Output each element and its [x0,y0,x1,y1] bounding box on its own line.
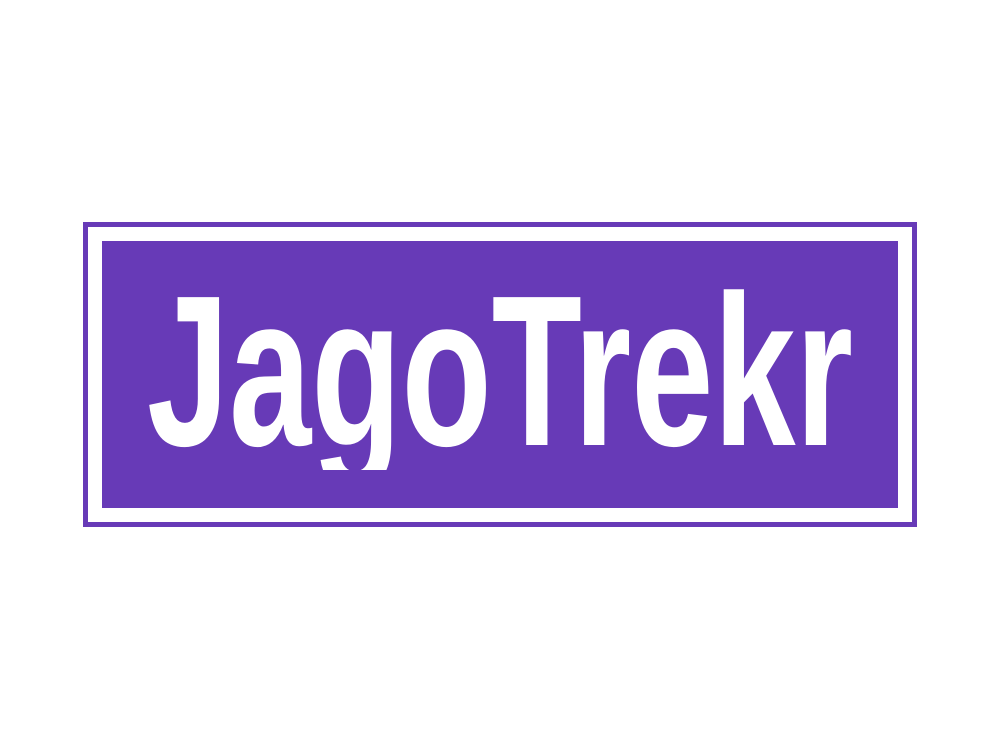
logo-outer-frame: JagoTrekr [83,222,917,527]
logo-wordmark: JagoTrekr [147,280,853,470]
logo-wordmark-text: JagoTrekr [147,280,853,470]
logo-panel: JagoTrekr [102,241,898,508]
